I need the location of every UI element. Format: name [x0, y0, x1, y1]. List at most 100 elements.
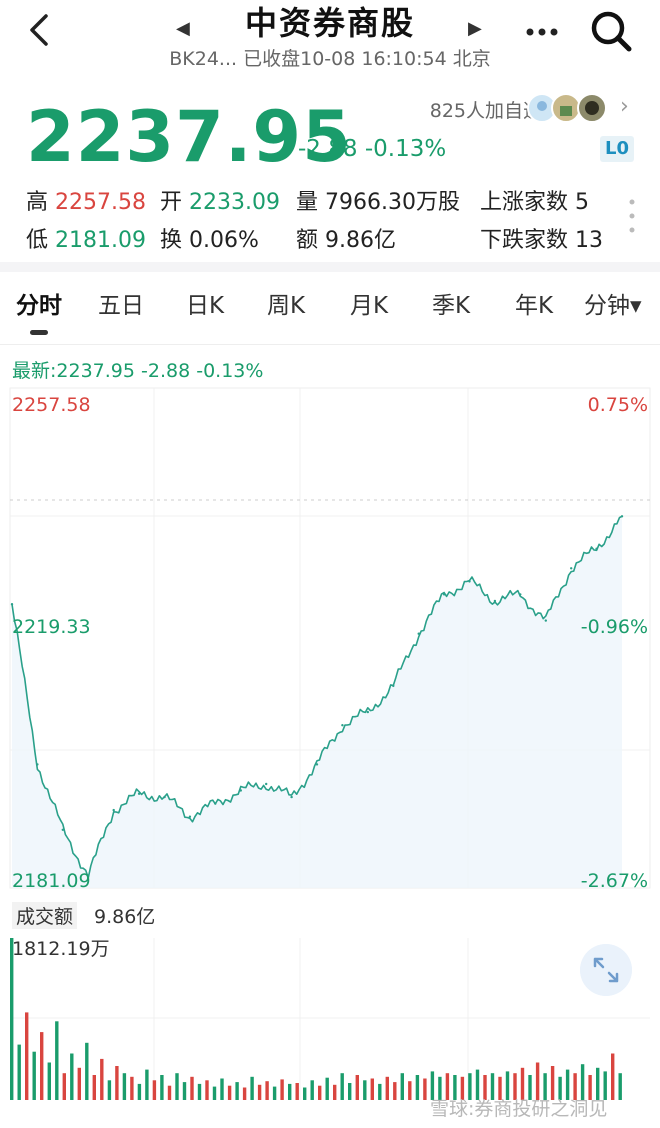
- search-icon[interactable]: [588, 8, 634, 54]
- market-status: 已收盘10-08 16:10:54 北京: [243, 48, 491, 70]
- price-point: [61, 828, 64, 831]
- volume-bar: [190, 1076, 194, 1100]
- volume-bar: [40, 1032, 44, 1100]
- chevron-right-icon[interactable]: ›: [620, 94, 629, 119]
- volume-bar: [160, 1075, 164, 1100]
- volume-bar: [250, 1076, 254, 1100]
- volume-bar: [55, 1021, 59, 1100]
- price-point: [188, 815, 192, 818]
- volume-bar: [430, 1071, 435, 1100]
- volume-bar: [543, 1073, 547, 1100]
- section-divider: [0, 262, 660, 272]
- volume-bar-chart[interactable]: [0, 930, 660, 1102]
- watermark-text: 雪球:券商投研之洞见: [430, 1098, 608, 1120]
- tab-monthly-k[interactable]: 月K: [350, 293, 389, 319]
- volume-bar: [348, 1083, 352, 1100]
- price-point: [468, 580, 471, 583]
- volume-bar: [550, 1066, 555, 1100]
- volume-bar: [408, 1081, 412, 1100]
- chart-period-tabs: 分时 五日 日K 周K 月K 季K 年K 分钟▾: [0, 286, 660, 330]
- volume-bar: [25, 1012, 29, 1100]
- volume-bar: [145, 1069, 149, 1100]
- price-point: [87, 874, 90, 877]
- page-title: 中资券商股: [244, 4, 415, 42]
- price-point: [392, 684, 395, 688]
- volume-bar: [130, 1076, 134, 1100]
- price-point: [544, 619, 547, 622]
- more-options-icon[interactable]: [520, 14, 564, 50]
- volume-bar: [588, 1075, 592, 1100]
- expand-chart-icon[interactable]: [580, 944, 632, 996]
- volume-bar: [257, 1084, 262, 1100]
- y-axis-high-pct: 0.75%: [587, 394, 648, 416]
- volume-bar: [573, 1073, 577, 1100]
- tab-intraday[interactable]: 分时: [16, 293, 62, 319]
- volume-bar: [137, 1083, 142, 1100]
- price-point: [163, 795, 166, 799]
- price-point: [239, 789, 242, 792]
- tab-minute[interactable]: 分钟▾: [584, 293, 642, 319]
- volume-bar: [265, 1081, 269, 1100]
- volume-bar: [618, 1073, 622, 1100]
- volume-bar: [227, 1085, 232, 1100]
- volume-bar: [498, 1076, 502, 1100]
- volume-bar: [528, 1075, 532, 1100]
- tab-quarterly-k[interactable]: 季K: [432, 293, 471, 319]
- volume-bar: [393, 1082, 397, 1100]
- volume-bar: [415, 1075, 420, 1100]
- volume-bar: [77, 1067, 81, 1100]
- prev-stock-arrow-icon[interactable]: ◀: [176, 18, 190, 39]
- volume-bar: [85, 1042, 89, 1100]
- tab-five-day[interactable]: 五日: [98, 293, 144, 319]
- y-axis-mid-label: 2219.33: [12, 616, 91, 638]
- volume-bar: [596, 1067, 600, 1100]
- volume-bar: [580, 1064, 585, 1100]
- stat-down-count: 下跌家数 13: [480, 228, 604, 253]
- volume-bar: [453, 1075, 457, 1100]
- price-point: [570, 567, 573, 570]
- volume-bar: [611, 1053, 615, 1100]
- price-point: [341, 724, 344, 727]
- volume-bar: [303, 1087, 307, 1100]
- price-point: [620, 515, 624, 518]
- volume-bar: [288, 1083, 292, 1100]
- volume-bar: [220, 1078, 224, 1100]
- stat-up-count: 上涨家数 5: [480, 190, 590, 215]
- tab-yearly-k[interactable]: 年K: [515, 293, 554, 319]
- volume-bar: [182, 1082, 187, 1100]
- current-price: 2237.95: [26, 96, 352, 178]
- volume-bar: [400, 1073, 404, 1100]
- stat-volume: 量 7966.30万股: [296, 190, 460, 215]
- next-stock-arrow-icon[interactable]: ▶: [468, 18, 482, 39]
- followers-count[interactable]: 825人加自选: [429, 100, 542, 122]
- back-arrow-icon[interactable]: [22, 10, 62, 50]
- stat-high: 高 2257.58: [26, 190, 146, 215]
- y-axis-mid-pct: -0.96%: [580, 616, 648, 638]
- more-stats-icon[interactable]: [628, 198, 636, 234]
- tab-daily-k[interactable]: 日K: [186, 293, 225, 319]
- volume-bar: [340, 1073, 344, 1100]
- price-point: [595, 547, 598, 550]
- price-point: [493, 599, 497, 603]
- volume-bar: [235, 1082, 239, 1100]
- level-badge[interactable]: L0: [600, 136, 634, 162]
- volume-bar: [378, 1083, 382, 1100]
- volume-title[interactable]: 成交额: [12, 902, 78, 929]
- volume-bar: [92, 1075, 96, 1100]
- price-point: [265, 782, 268, 786]
- volume-bar: [32, 1051, 36, 1100]
- y-axis-low-pct: -2.67%: [580, 870, 648, 892]
- volume-bar: [212, 1086, 217, 1100]
- volume-bar: [17, 1044, 21, 1100]
- volume-bar: [197, 1083, 202, 1100]
- price-point: [290, 795, 293, 799]
- tab-weekly-k[interactable]: 周K: [267, 293, 306, 319]
- change-percent: -0.13%: [364, 136, 447, 162]
- price-point: [36, 763, 39, 766]
- volume-bar: [205, 1080, 209, 1100]
- stock-code: BK24...: [169, 48, 238, 70]
- volume-bar: [363, 1080, 367, 1100]
- volume-bar: [490, 1073, 495, 1100]
- follower-avatars[interactable]: [526, 92, 610, 124]
- intraday-price-chart[interactable]: [0, 380, 660, 900]
